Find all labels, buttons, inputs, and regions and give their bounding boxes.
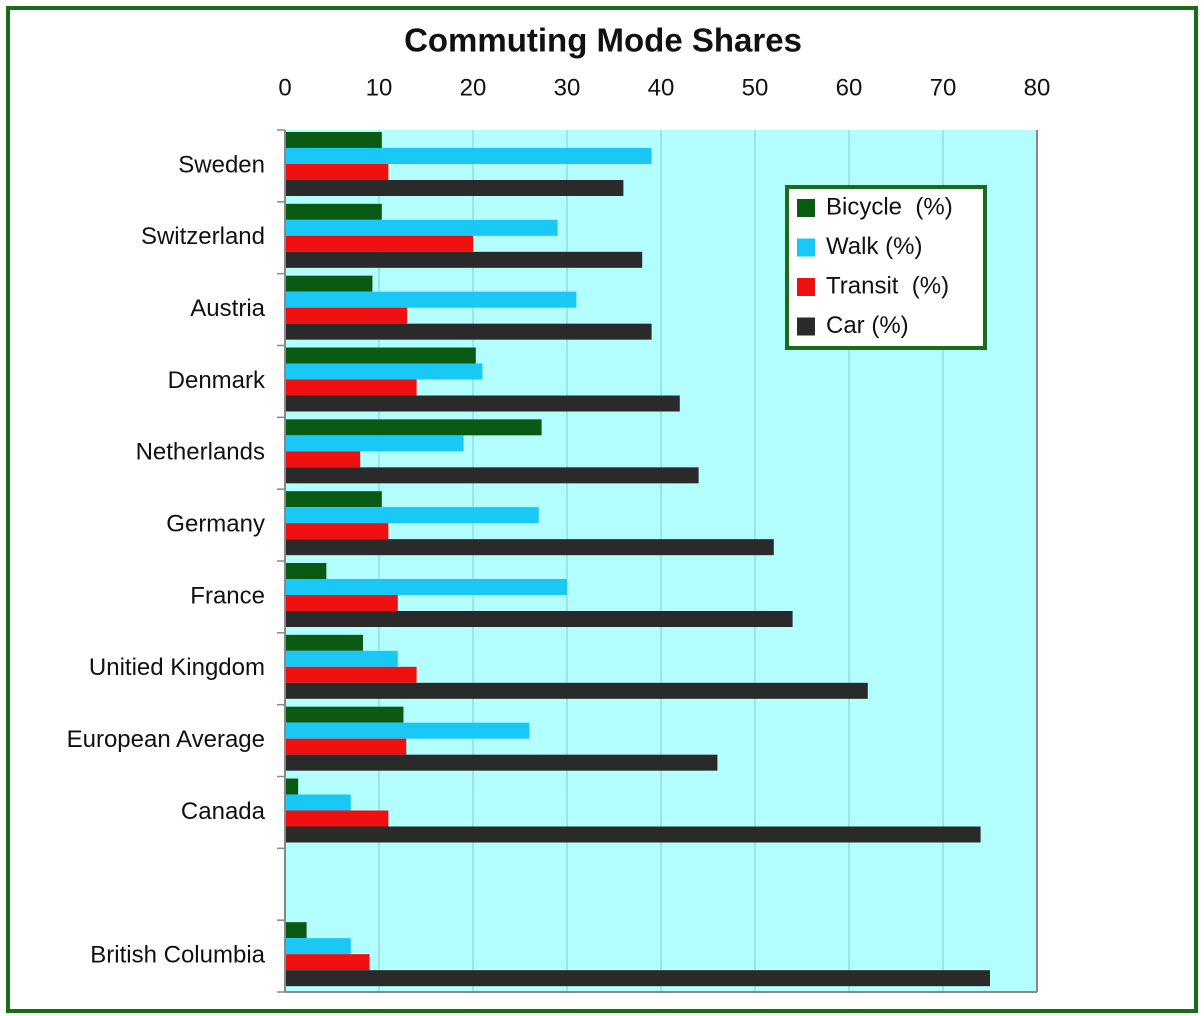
legend-label: Car (%) (826, 312, 909, 339)
y-tick-label: Unitied Kingdom (89, 654, 265, 681)
legend-swatch (797, 199, 815, 217)
bar (285, 467, 699, 484)
y-tick-label: Netherlands (136, 439, 265, 466)
bar (285, 706, 404, 723)
bar (285, 938, 351, 955)
bar (285, 180, 624, 196)
bar (285, 826, 981, 843)
bar (285, 539, 774, 556)
bar (285, 148, 652, 164)
bar (285, 203, 382, 220)
bar (285, 363, 483, 380)
bar (285, 666, 417, 683)
bar (285, 451, 361, 468)
bar (285, 650, 398, 667)
bar (285, 435, 464, 452)
y-tick-label: France (190, 582, 265, 609)
x-tick-label: 60 (836, 74, 863, 101)
bar (285, 323, 652, 340)
bar (285, 778, 299, 795)
bar (285, 579, 567, 595)
bar (285, 810, 389, 827)
bar (285, 523, 389, 540)
bar (285, 722, 530, 739)
x-tick-label: 50 (742, 74, 769, 101)
x-tick-label: 30 (554, 74, 581, 101)
y-tick-label: Germany (166, 510, 265, 537)
y-tick-label: Sweden (178, 151, 265, 178)
legend-label: Walk (%) (826, 233, 922, 260)
bar (285, 164, 389, 180)
bar (285, 235, 473, 252)
legend-box (785, 185, 987, 350)
y-tick-label: Austria (190, 295, 265, 322)
y-tick-label: European Average (67, 726, 265, 753)
bar (285, 595, 398, 611)
bar (285, 634, 364, 651)
legend-label: Transit (%) (826, 272, 949, 299)
bar (285, 754, 718, 771)
bar (285, 347, 476, 364)
y-tick-label: Switzerland (141, 223, 265, 250)
x-tick-label: 40 (648, 74, 675, 101)
bar (285, 419, 542, 436)
x-tick-label: 20 (460, 74, 487, 101)
bar (285, 219, 558, 236)
bar (285, 922, 307, 939)
bar (285, 307, 408, 324)
bar (285, 738, 407, 755)
bar (285, 275, 373, 292)
x-tick-label: 80 (1024, 74, 1051, 101)
legend-label: Bicycle (%) (826, 193, 953, 220)
y-tick-label: British Columbia (90, 941, 265, 968)
bar (285, 291, 577, 308)
legend-swatch (797, 238, 815, 257)
x-tick-label: 0 (278, 74, 291, 101)
bar (285, 379, 417, 396)
y-tick-label: Denmark (168, 367, 266, 394)
x-tick-label: 70 (930, 74, 957, 101)
bar (285, 563, 327, 579)
chart-title: Commuting Mode Shares (404, 22, 802, 59)
bar (285, 611, 793, 627)
bar (285, 970, 990, 987)
bar (285, 794, 351, 811)
bar (285, 682, 868, 699)
bar (285, 251, 643, 268)
legend-swatch (797, 278, 815, 296)
bar (285, 395, 680, 412)
legend-swatch (797, 317, 815, 336)
bar (285, 491, 382, 508)
x-tick-label: 10 (366, 74, 393, 101)
bar (285, 507, 539, 524)
y-tick-label: Canada (181, 798, 266, 825)
bar (285, 132, 382, 148)
bar (285, 954, 370, 971)
